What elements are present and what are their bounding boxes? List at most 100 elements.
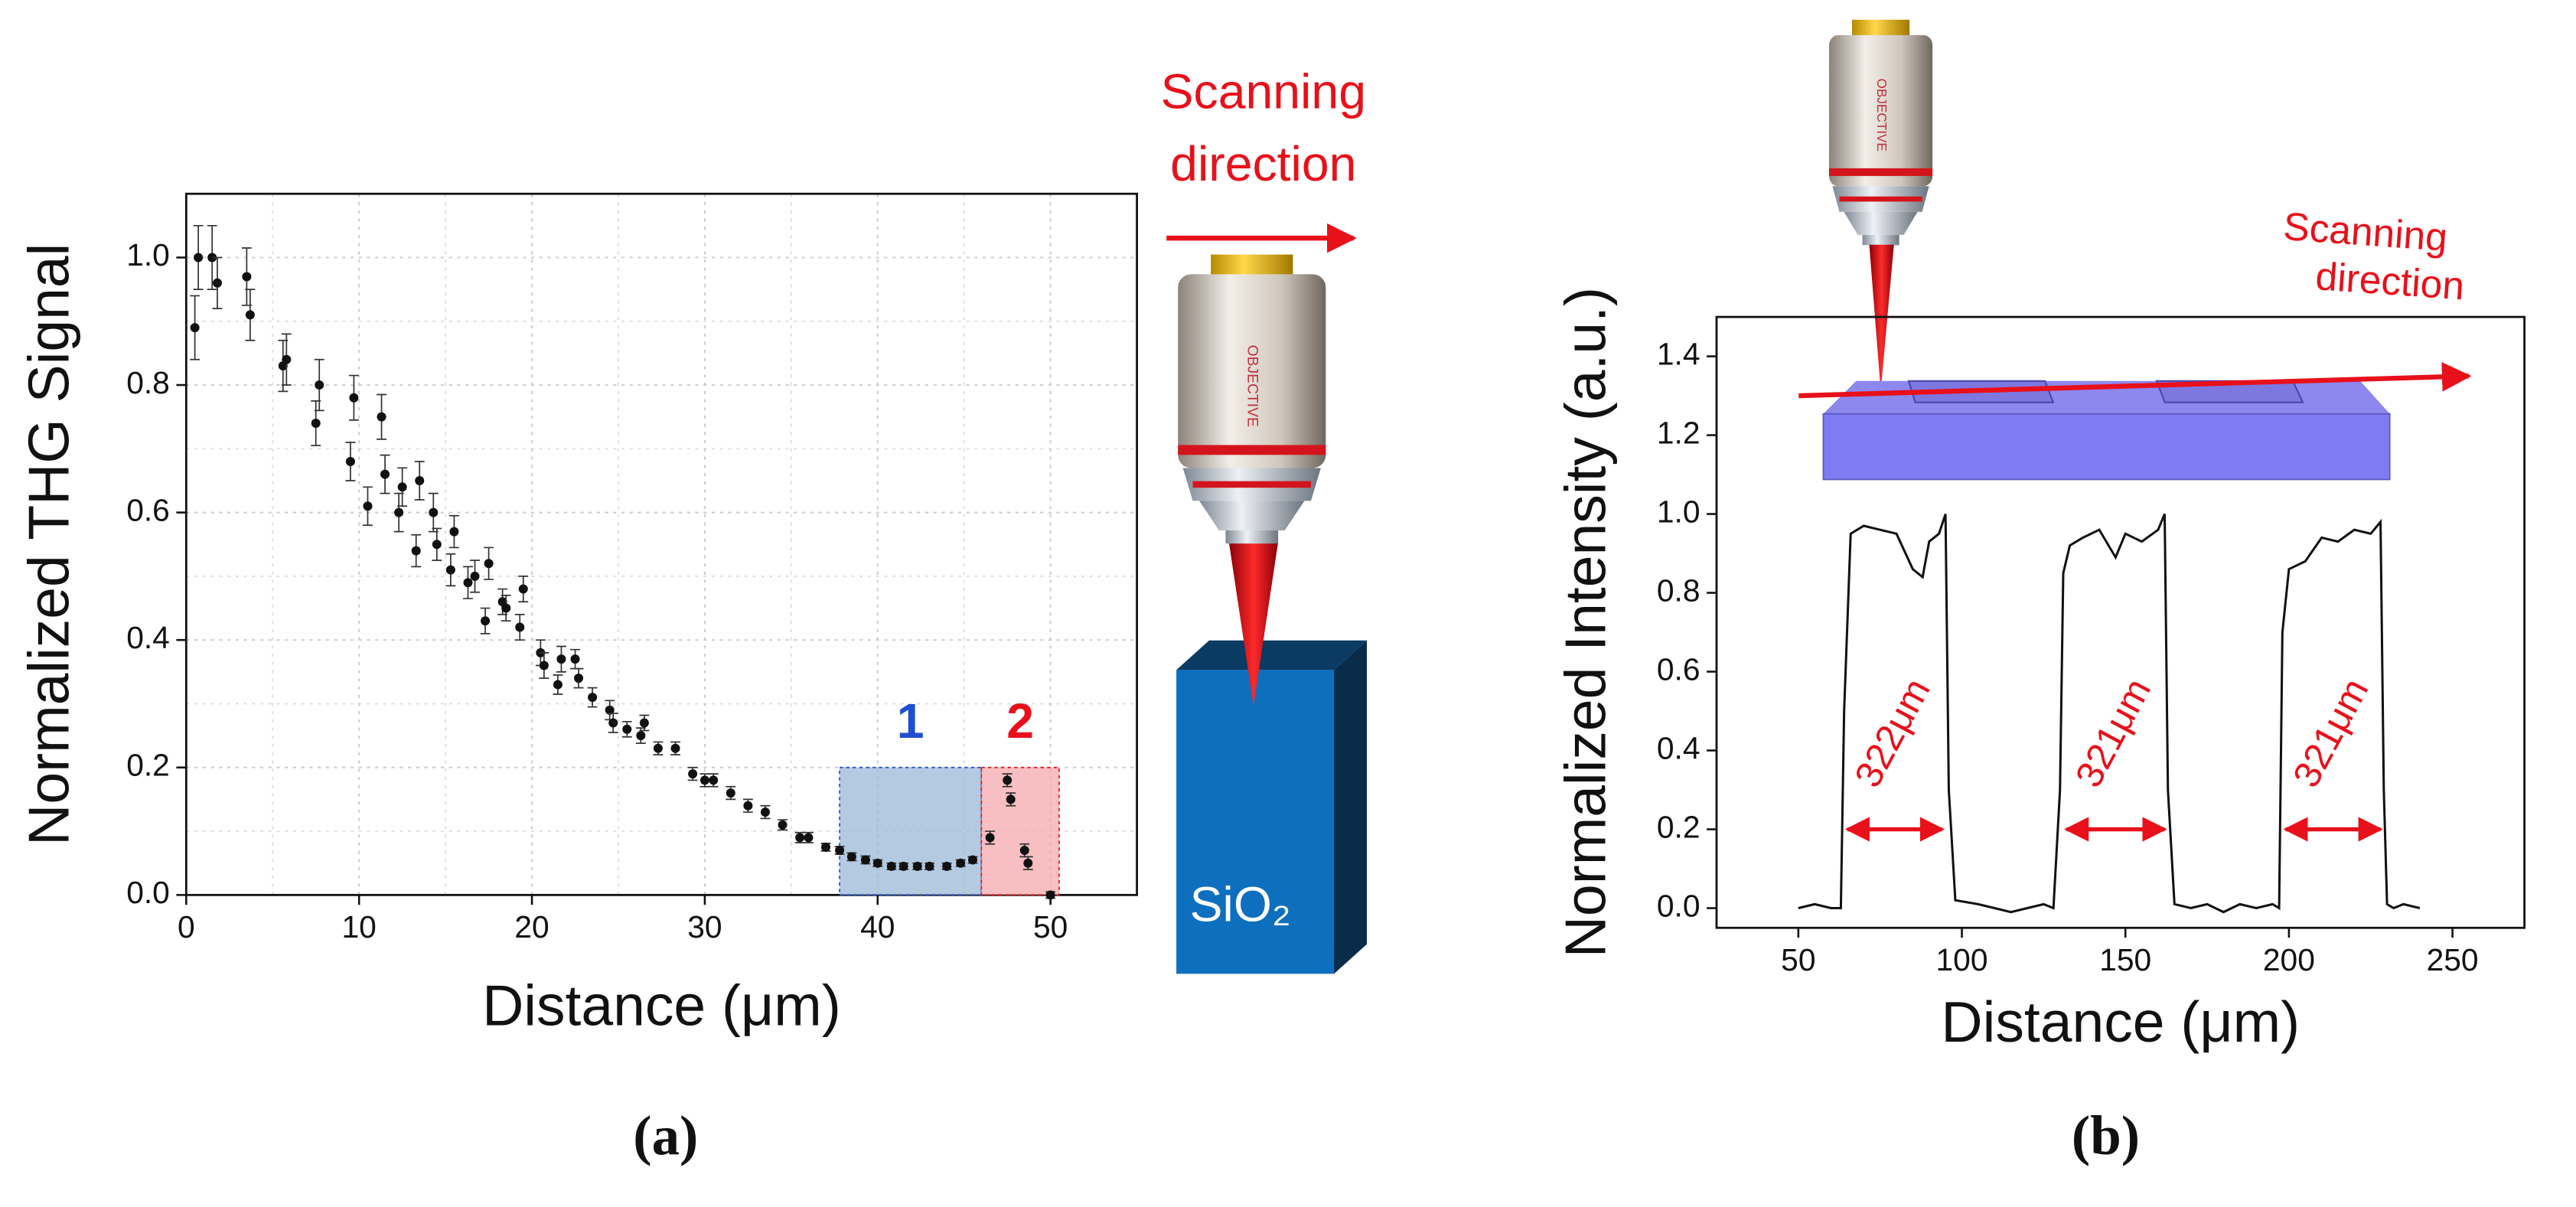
data-point (553, 680, 562, 690)
y-tick-label: 0.4 (126, 620, 170, 655)
data-point (484, 559, 494, 569)
data-point (804, 833, 814, 843)
data-point (411, 546, 421, 556)
block-side (1334, 640, 1367, 974)
measurement-label: 322μm (1847, 672, 1939, 794)
data-point (942, 861, 952, 871)
data-point (245, 310, 255, 320)
data-point (242, 272, 252, 282)
y-tick-label: 1.4 (1657, 336, 1700, 371)
objective-label: OBJECTIVE (1874, 79, 1890, 152)
data-point (481, 616, 491, 626)
y-tick-label: 0.2 (126, 748, 170, 783)
x-tick-label: 200 (2263, 942, 2315, 977)
data-point (397, 482, 407, 492)
chart: 0 10 20 30 40 50 0.0 0.2 0.4 0.6 0.8 1.0 Distance (μ… (16, 192, 1139, 1166)
data-point (1045, 890, 1055, 900)
data-point (515, 622, 525, 632)
block-top (1176, 640, 1367, 670)
x-tick-label: 250 (2427, 942, 2479, 977)
y-axis-label: Normalized THG Signal (16, 243, 80, 846)
y-tick-label: 0.0 (126, 875, 170, 910)
plot-frame (184, 192, 1139, 896)
y-tick-label: 0.0 (1657, 888, 1700, 923)
region-label: 2 (1006, 693, 1034, 749)
data-point (605, 705, 615, 715)
data-point (207, 253, 217, 263)
data-point (445, 565, 455, 575)
measurement-label: 321μm (2285, 672, 2377, 794)
data-point (639, 718, 649, 728)
data-point (282, 354, 292, 364)
data-point (860, 855, 870, 865)
data-point (1023, 858, 1033, 868)
data-point (588, 693, 598, 703)
data-point (432, 540, 442, 550)
data-point (898, 861, 908, 871)
x-tick-label: 30 (687, 909, 722, 944)
y-tick-label: 0.6 (126, 492, 170, 527)
direction-label: direction (2314, 253, 2466, 308)
x-tick-label: 50 (1033, 909, 1068, 944)
data-point (363, 501, 373, 511)
data-point (795, 833, 805, 843)
data-point (449, 527, 459, 537)
data-point (1003, 775, 1012, 785)
data-point (311, 419, 321, 429)
panel-label: (b) (2072, 1104, 2140, 1166)
data-point (345, 456, 355, 466)
data-point (1006, 794, 1016, 804)
y-tick-label: 1.0 (126, 237, 170, 272)
plot-frame (1715, 315, 2526, 929)
data-point (670, 743, 680, 753)
data-point (872, 858, 882, 868)
y-tick-label: 0.2 (1657, 809, 1700, 844)
data-point (518, 584, 528, 594)
data-point (501, 603, 511, 613)
data-point (556, 654, 566, 664)
data-point (212, 278, 222, 288)
data-point (743, 801, 753, 811)
objective-label: OBJECTIVE (1244, 345, 1260, 427)
data-point (315, 380, 324, 390)
data-point (821, 842, 831, 852)
data-point (636, 731, 646, 741)
data-point (912, 861, 922, 871)
data-point (709, 775, 719, 785)
data-point (956, 858, 966, 868)
measurement-label: 321μm (2067, 672, 2159, 794)
x-tick-label: 40 (860, 909, 895, 944)
direction-label: Scanning (1161, 64, 1366, 119)
y-axis-label: Normalized Intensity (a.u.) (1554, 287, 1618, 957)
direction-arrow (1798, 362, 2472, 399)
data-point (463, 578, 473, 588)
data-point (760, 807, 770, 817)
y-tick-label: 1.2 (1657, 415, 1700, 450)
data-point (846, 852, 856, 862)
y-tick-label: 0.4 (1657, 730, 1700, 765)
block-front (1176, 670, 1335, 974)
data-point (968, 855, 978, 865)
sample-label: SiO₂ (1190, 877, 1291, 932)
data-point (985, 833, 995, 843)
data-point (574, 674, 584, 683)
y-tick-label: 1.0 (1657, 494, 1700, 529)
data-point (622, 724, 632, 734)
illustration-a: Scanning direction SiO₂ OBJECTIVE (1161, 64, 1367, 974)
y-tick-label: 0.8 (1657, 573, 1700, 608)
data-point (429, 507, 439, 517)
x-tick-label: 100 (1936, 942, 1988, 977)
data-point (539, 661, 549, 670)
data-point (190, 323, 200, 333)
x-axis-label: Distance (μm) (482, 973, 841, 1037)
direction-label: direction (1170, 136, 1356, 191)
data-point (470, 571, 480, 581)
data-point (1019, 846, 1029, 856)
direction-label: Scanning (2282, 204, 2449, 259)
data-point (653, 743, 663, 753)
data-point (415, 475, 425, 485)
illustration-b: OBJECTIVE Scanning direction (1798, 19, 2472, 481)
data-point (377, 412, 386, 422)
data-point (349, 393, 359, 403)
